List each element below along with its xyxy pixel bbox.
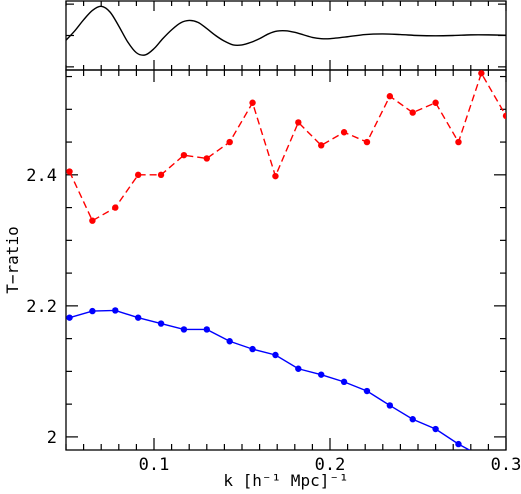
data-point — [432, 99, 439, 106]
main-panel-frame — [65, 69, 507, 451]
top-panel-ticks — [65, 1, 507, 70]
data-point — [272, 351, 279, 359]
main-panel-series — [66, 70, 506, 459]
x-tick-label: 0.2 — [315, 455, 346, 475]
x-tick-label: 0.3 — [491, 455, 521, 475]
data-point — [249, 99, 256, 106]
top-panel — [65, 0, 507, 71]
data-point — [295, 119, 302, 126]
data-point — [295, 365, 302, 372]
y-tick-label: 2.2 — [26, 297, 57, 317]
data-point — [409, 416, 416, 423]
data-point — [157, 320, 165, 327]
series-line — [69, 309, 471, 450]
data-point — [203, 326, 210, 333]
data-point — [66, 168, 73, 175]
data-point — [112, 307, 119, 314]
data-point — [363, 387, 371, 395]
main-panel: 0.1 0.2 0.3 2 2.2 2.4 k [h⁻¹ Mpc]⁻¹ T−ratio — [3, 69, 521, 490]
data-point — [386, 93, 394, 100]
data-point — [455, 138, 462, 146]
data-point — [112, 204, 119, 211]
main-panel-ticks — [65, 70, 507, 450]
data-point — [386, 402, 394, 409]
x-tick-label: 0.1 — [139, 455, 170, 475]
data-point — [89, 217, 96, 224]
data-point — [180, 326, 188, 333]
top-series-line — [66, 5, 506, 56]
data-point — [318, 371, 325, 378]
data-point — [455, 440, 462, 448]
data-point — [134, 171, 142, 179]
data-point — [89, 307, 96, 315]
data-point — [340, 378, 348, 386]
data-point — [363, 138, 371, 146]
y-axis-label: T−ratio — [3, 226, 22, 293]
top-panel-series — [66, 5, 506, 56]
data-point — [272, 172, 279, 180]
data-point — [226, 138, 233, 146]
data-point — [478, 70, 485, 77]
data-point — [203, 155, 210, 162]
data-point — [66, 314, 73, 321]
data-point — [340, 129, 348, 136]
series-line — [68, 71, 506, 222]
data-point — [318, 142, 325, 149]
data-point — [249, 345, 256, 353]
main-panel-tick-labels: 0.1 0.2 0.3 2 2.2 2.4 — [26, 166, 521, 475]
y-tick-label: 2 — [47, 428, 57, 448]
data-point — [226, 338, 233, 345]
data-point — [134, 314, 142, 321]
data-point — [409, 109, 416, 116]
y-tick-label: 2.4 — [26, 166, 57, 186]
data-point — [502, 112, 506, 120]
data-point — [180, 151, 188, 159]
data-point — [432, 425, 439, 433]
data-point — [157, 171, 165, 179]
data-point — [478, 453, 484, 459]
x-axis-label: k [h⁻¹ Mpc]⁻¹ — [223, 471, 348, 490]
